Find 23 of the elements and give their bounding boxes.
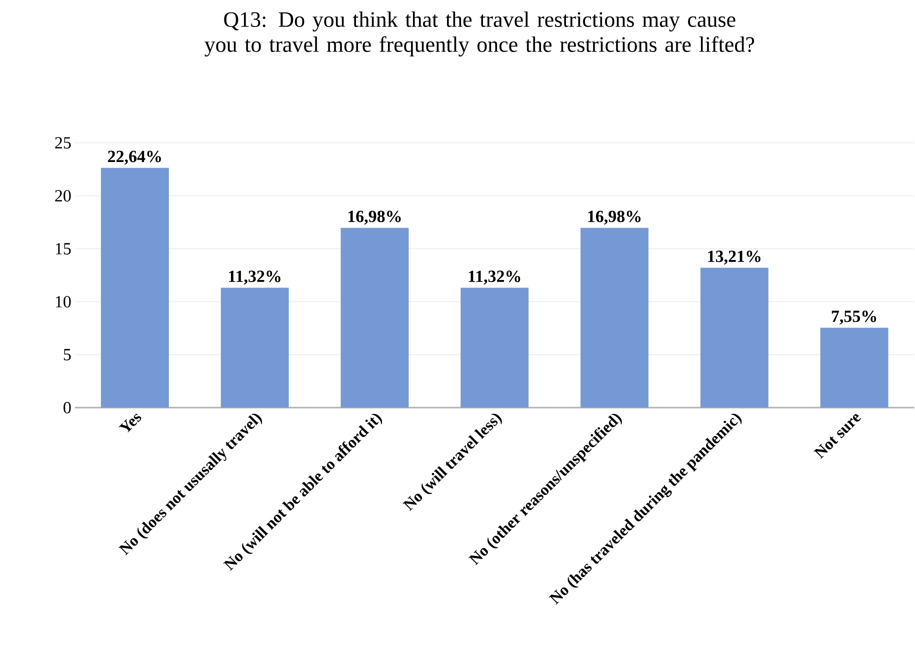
y-tick-label: 20 (55, 190, 71, 202)
y-tick-label: 0 (64, 402, 71, 414)
bar (820, 327, 888, 408)
data-label: 22,64% (108, 150, 161, 164)
data-label: 7,55% (832, 310, 876, 324)
data-label: 13,21% (708, 250, 760, 264)
y-tick-label: 10 (56, 296, 71, 308)
x-tick-label: Not sure (814, 414, 861, 459)
y-tick-label: 15 (56, 242, 71, 254)
bar (700, 268, 768, 408)
bar (460, 288, 529, 408)
bar (340, 228, 409, 408)
data-label: 16,98% (348, 210, 401, 224)
bar (220, 288, 289, 408)
y-tick-label: 5 (64, 348, 71, 360)
data-label: 16,98% (588, 210, 641, 224)
data-label: 11,32% (468, 270, 520, 284)
chart-title: Q13: Do you think that the travel restrictions may cause you to travel more frequently once the restrictions are lifted? (204, 11, 754, 56)
x-tick-label: Yes (118, 413, 142, 432)
bar (580, 228, 648, 408)
bar (100, 168, 169, 408)
data-label: 11,32% (229, 270, 280, 284)
y-tick-label: 25 (55, 136, 71, 148)
